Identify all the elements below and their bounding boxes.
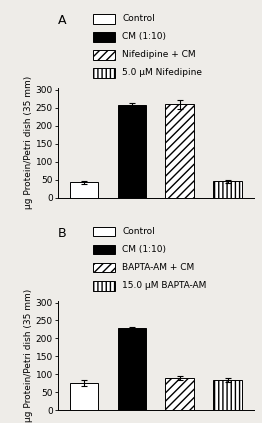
Bar xyxy=(118,105,146,198)
Text: Control: Control xyxy=(122,14,155,23)
Text: Control: Control xyxy=(122,227,155,236)
Text: BAPTA-AM + CM: BAPTA-AM + CM xyxy=(122,263,195,272)
FancyBboxPatch shape xyxy=(93,50,115,60)
FancyBboxPatch shape xyxy=(93,14,115,24)
Text: CM (1:10): CM (1:10) xyxy=(122,32,166,41)
FancyBboxPatch shape xyxy=(93,244,115,254)
Bar xyxy=(214,380,242,410)
Bar xyxy=(166,104,194,198)
Bar xyxy=(70,182,98,198)
FancyBboxPatch shape xyxy=(93,263,115,272)
FancyBboxPatch shape xyxy=(93,68,115,78)
Y-axis label: μg Protein/Petri dish (35 mm): μg Protein/Petri dish (35 mm) xyxy=(24,289,33,422)
Text: CM (1:10): CM (1:10) xyxy=(122,245,166,254)
Text: B: B xyxy=(58,227,66,240)
FancyBboxPatch shape xyxy=(93,32,115,42)
FancyBboxPatch shape xyxy=(93,281,115,291)
Text: Nifedipine + CM: Nifedipine + CM xyxy=(122,50,196,59)
Bar xyxy=(214,181,242,198)
Bar xyxy=(70,383,98,410)
FancyBboxPatch shape xyxy=(93,226,115,236)
Y-axis label: μg Protein/Petri dish (35 mm): μg Protein/Petri dish (35 mm) xyxy=(24,76,33,209)
Text: A: A xyxy=(58,14,66,27)
Bar xyxy=(118,328,146,410)
Text: 5.0 μM Nifedipine: 5.0 μM Nifedipine xyxy=(122,69,203,77)
Text: 15.0 μM BAPTA-AM: 15.0 μM BAPTA-AM xyxy=(122,281,207,290)
Bar xyxy=(166,378,194,410)
